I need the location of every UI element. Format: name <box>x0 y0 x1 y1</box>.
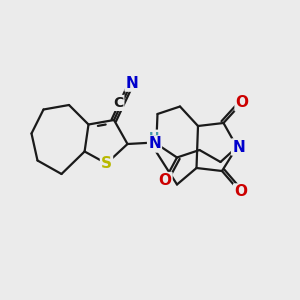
Text: C: C <box>113 96 123 110</box>
Text: O: O <box>234 184 247 200</box>
Text: O: O <box>158 173 172 188</box>
Text: O: O <box>236 95 249 110</box>
Text: S: S <box>101 156 112 171</box>
Text: H: H <box>149 130 160 144</box>
Text: N: N <box>148 136 161 152</box>
Text: N: N <box>232 140 245 154</box>
Text: N: N <box>126 76 138 91</box>
